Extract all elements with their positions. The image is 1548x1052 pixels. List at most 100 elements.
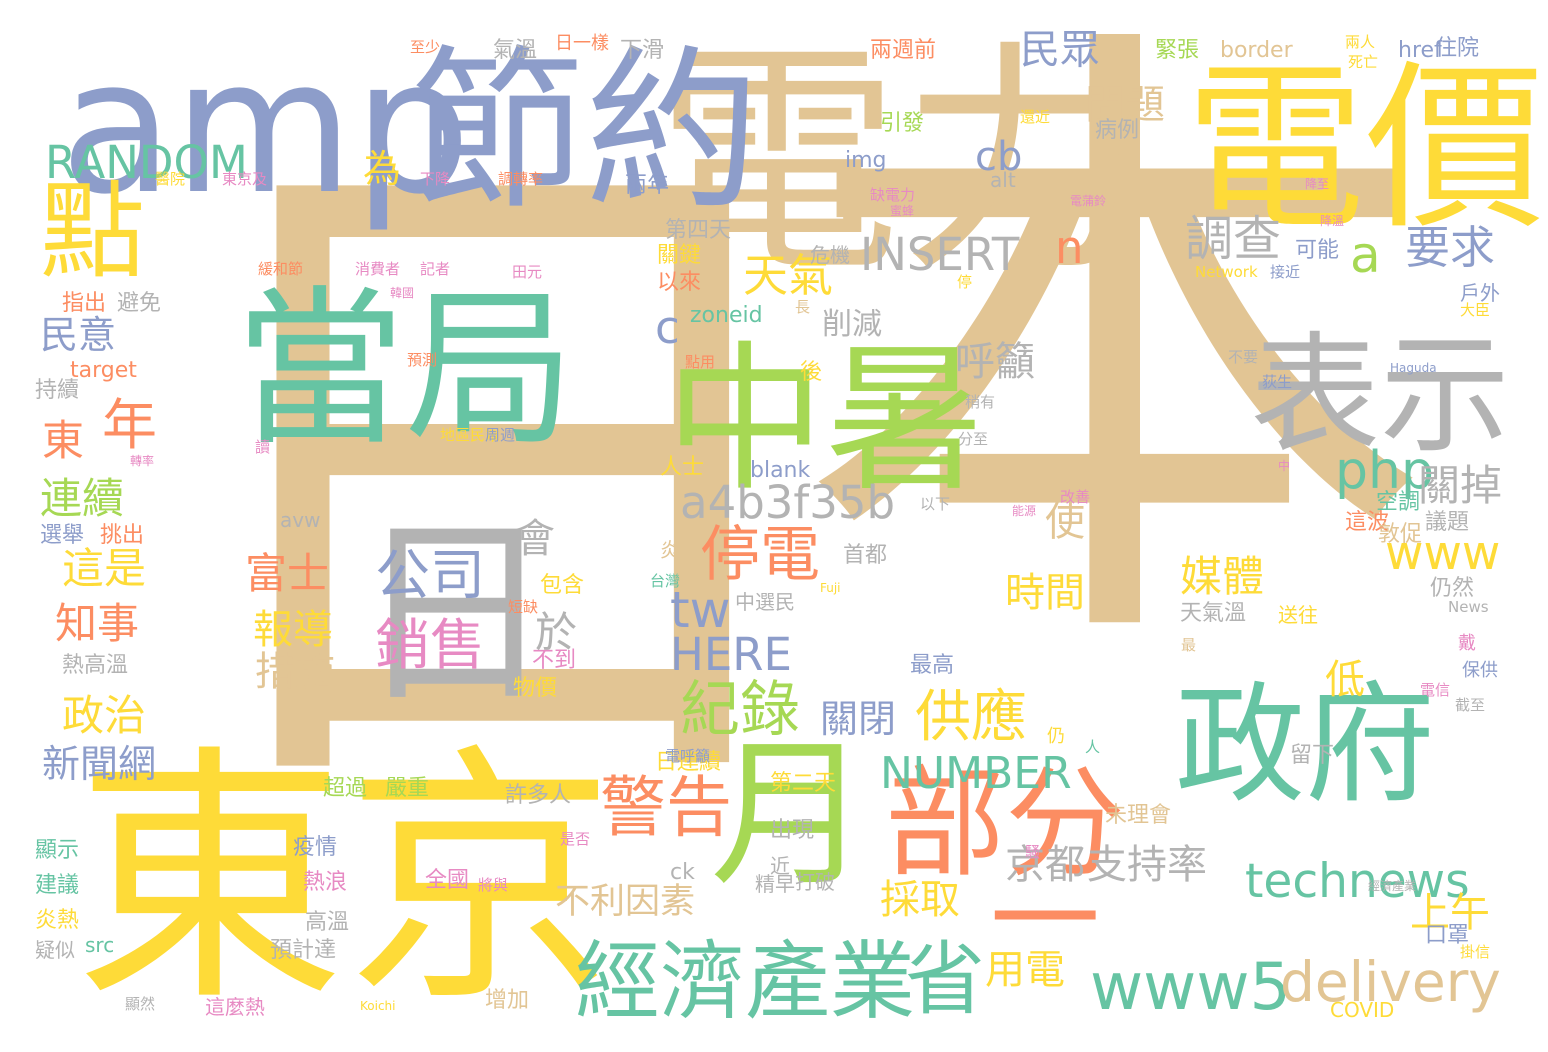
word-cloud-word: 轉率 — [130, 454, 155, 468]
word-cloud-word: 下滑 — [620, 38, 665, 63]
word-cloud-word: 民眾 — [1020, 27, 1100, 73]
word-cloud-word: 荻生 — [1262, 373, 1293, 391]
word-cloud-word: 省 — [905, 933, 985, 1026]
word-cloud-word: 緊張 — [1155, 38, 1200, 63]
word-cloud-word: 兩人 — [1345, 33, 1376, 51]
word-cloud-word: 富士 — [245, 549, 330, 598]
word-cloud-word: 接近 — [1270, 263, 1301, 281]
word-cloud-word: 將與 — [478, 876, 509, 894]
word-cloud-word: 調查 — [1185, 211, 1282, 267]
word-cloud-word: ck — [670, 860, 695, 885]
word-cloud-word: 政治 — [62, 691, 147, 740]
word-cloud-word: 人士 — [660, 455, 705, 480]
word-cloud-word: 大臣 — [1460, 301, 1491, 319]
word-cloud-word: 長 — [795, 298, 811, 316]
word-cloud-word: 疫情 — [293, 835, 338, 860]
word-cloud-word: Haguda — [1390, 361, 1437, 375]
word-cloud-word: 預測 — [407, 351, 438, 369]
word-cloud-word: 熱高溫 — [62, 653, 129, 678]
word-cloud-word: 改善 — [1060, 488, 1091, 506]
word-cloud-word: 要求 — [1405, 221, 1496, 274]
word-cloud-word: target — [70, 358, 137, 383]
word-cloud-word: cb — [975, 134, 1023, 180]
word-cloud-word: 天氣溫 — [1180, 601, 1247, 626]
word-cloud-word: 最 — [1181, 636, 1197, 654]
word-cloud-word: COVID — [1330, 998, 1395, 1022]
word-cloud-word: 經濟產業 — [575, 933, 916, 1032]
word-cloud-word: 缺電力 — [870, 186, 916, 204]
word-cloud-word: 蜜蜂 — [890, 204, 915, 218]
word-cloud-word: 人 — [1085, 738, 1101, 756]
word-cloud-word: 媒體 — [1180, 552, 1265, 601]
word-cloud-word: 不到 — [532, 648, 577, 673]
word-cloud-word: 電價 — [1185, 45, 1546, 254]
word-cloud-word: 第四天 — [665, 218, 732, 243]
word-cloud-word: 兩年 — [625, 173, 670, 198]
word-cloud-word: 消費者 — [355, 260, 401, 278]
word-cloud-word: 掛信 — [1460, 943, 1491, 961]
word-cloud-word: 會 — [515, 516, 555, 562]
word-cloud-word: 韓國 — [390, 286, 415, 300]
word-cloud-word: 民意 — [40, 313, 117, 357]
word-cloud-word: 上午 — [1410, 890, 1490, 936]
word-cloud-word: 報導 — [253, 607, 333, 653]
word-cloud-word: border — [1220, 38, 1293, 63]
word-cloud-word: 東京 — [75, 722, 615, 1037]
word-cloud-word: 打破 — [795, 870, 835, 894]
word-cloud-word: 指出 — [62, 291, 107, 316]
word-cloud-word: 中選民 — [735, 590, 795, 614]
word-cloud-word: php — [1335, 441, 1434, 501]
word-cloud-word: 熱浪 — [303, 870, 348, 895]
word-cloud-word: n — [1055, 221, 1084, 274]
word-cloud-word: 病例 — [1095, 118, 1140, 143]
word-cloud-word: 電力 — [655, 20, 1145, 305]
word-cloud-word: 超過 — [323, 776, 368, 801]
word-cloud-word: 住院 — [1435, 36, 1480, 61]
word-cloud-word: technews — [1245, 854, 1470, 909]
word-cloud-word: 日 — [355, 498, 556, 731]
word-cloud-word: 政府 — [1175, 669, 1436, 821]
word-cloud-word: 後 — [800, 360, 823, 385]
word-cloud-word: a — [1350, 226, 1381, 284]
word-cloud-word: 周週 — [485, 426, 516, 444]
word-cloud-word: 死亡 — [1348, 53, 1379, 71]
word-cloud-word: 中 — [1278, 459, 1291, 473]
word-cloud-word: 送往 — [1278, 603, 1318, 627]
word-cloud-word: 分至 — [958, 430, 989, 448]
word-cloud-word: HERE — [670, 628, 792, 681]
word-cloud-word: 戴 — [1458, 633, 1476, 654]
word-cloud-word: 增加 — [485, 988, 530, 1013]
word-cloud-word: 部分 — [885, 755, 1125, 894]
word-cloud-word: 空調 — [1376, 490, 1421, 515]
word-cloud-word: tw — [670, 581, 731, 639]
word-cloud-word: 中暑 — [665, 326, 986, 513]
word-cloud-word: 降溫 — [1320, 214, 1345, 228]
word-cloud-word: 為 — [363, 147, 402, 191]
word-cloud-word: 不利因素 — [555, 882, 696, 922]
word-cloud-word: 建議 — [35, 873, 80, 898]
word-cloud-word: amp — [60, 19, 472, 235]
word-cloud-word: 短缺 — [508, 598, 539, 616]
word-cloud-word: 嚴重 — [385, 776, 430, 801]
word-cloud-word: 持續 — [35, 378, 80, 403]
word-cloud-word: 經濟產業 — [1368, 879, 1417, 893]
word-cloud-word: 使 — [1045, 499, 1085, 545]
word-cloud-word: 時間 — [1005, 570, 1085, 616]
word-cloud-word: 調轉率 — [498, 170, 544, 188]
word-cloud-word: 醫院 — [155, 170, 186, 188]
word-cloud-word: 新聞網 — [42, 742, 157, 786]
word-cloud-word: 連續 — [40, 474, 125, 523]
word-cloud-word: 疑似 — [35, 938, 75, 962]
word-cloud-word: 仍然 — [1430, 576, 1475, 601]
word-cloud-word: 記者 — [420, 260, 451, 278]
word-cloud-word: 東 — [42, 416, 85, 465]
word-cloud-word: 這波 — [1345, 510, 1390, 535]
word-cloud-word: 讀 — [255, 438, 271, 456]
word-cloud-word: 第二天 — [770, 771, 837, 796]
word-cloud-word: 公司 — [375, 543, 486, 607]
word-cloud-word: 表示 — [1250, 319, 1511, 471]
word-cloud-word: 月 — [710, 721, 871, 908]
word-cloud-word: 危機 — [810, 243, 850, 267]
word-cloud-word: 高溫 — [305, 910, 350, 935]
word-cloud-word: img — [845, 148, 887, 173]
